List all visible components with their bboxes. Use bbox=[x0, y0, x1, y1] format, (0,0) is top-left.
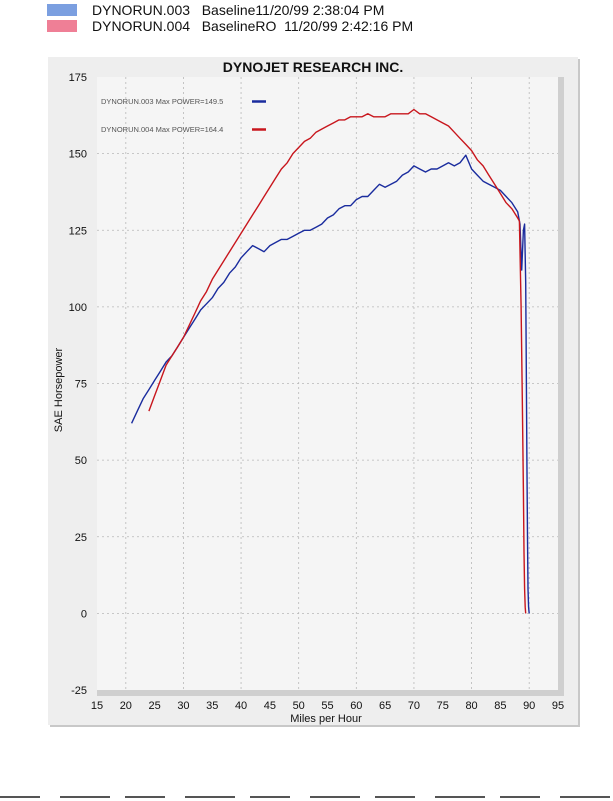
series-lines bbox=[130, 108, 530, 614]
y-tick-label: 125 bbox=[69, 225, 87, 237]
y-tick-label: 25 bbox=[75, 532, 87, 544]
x-axis-label: Miles per Hour bbox=[290, 713, 362, 725]
x-tick-label: 40 bbox=[235, 700, 247, 712]
x-tick-label: 75 bbox=[437, 700, 449, 712]
x-tick-label: 50 bbox=[293, 700, 305, 712]
axis-ticks: 15 20 25 30 35 40 45 50 55 60 65 70 75 80 85 90 95 -25 0 25… bbox=[69, 72, 564, 712]
legend-swatch-run-004 bbox=[47, 20, 77, 32]
x-tick-label: 45 bbox=[264, 700, 276, 712]
legend-text-run-003: DYNORUN.003 Baseline11/20/99 2:38:04 PM bbox=[92, 2, 385, 18]
y-tick-label: -25 bbox=[71, 685, 87, 697]
x-tick-label: 80 bbox=[465, 700, 477, 712]
y-tick-label: 0 bbox=[81, 608, 87, 620]
y-tick-label: 150 bbox=[69, 149, 87, 161]
series-legend-label: DYNORUN.003 Max POWER=149.5 bbox=[101, 97, 223, 106]
legend-swatch-run-003 bbox=[47, 4, 77, 16]
y-tick-label: 100 bbox=[69, 302, 87, 314]
page-bottom-rule bbox=[0, 796, 613, 798]
legend-text-run-004: DYNORUN.004 BaselineRO 11/20/99 2:42:16 … bbox=[92, 18, 414, 34]
x-tick-label: 70 bbox=[408, 700, 420, 712]
plot-area bbox=[97, 77, 564, 696]
x-tick-label: 30 bbox=[177, 700, 189, 712]
x-tick-label: 65 bbox=[379, 700, 391, 712]
x-tick-label: 85 bbox=[494, 700, 506, 712]
series-line-dynorun-003 bbox=[130, 154, 530, 614]
x-tick-label: 15 bbox=[91, 700, 103, 712]
y-tick-label: 75 bbox=[75, 379, 87, 391]
x-tick-label: 90 bbox=[523, 700, 535, 712]
y-axis-label: SAE Horsepower bbox=[53, 347, 65, 432]
x-tick-label: 35 bbox=[206, 700, 218, 712]
y-tick-label: 50 bbox=[75, 455, 87, 467]
grid-lines bbox=[97, 77, 558, 690]
y-tick-label: 175 bbox=[69, 72, 87, 84]
series-legend-label: DYNORUN.004 Max POWER=164.4 bbox=[101, 125, 223, 134]
chart-title: DYNOJET RESEARCH INC. bbox=[223, 59, 403, 75]
x-tick-label: 95 bbox=[552, 700, 564, 712]
x-tick-label: 60 bbox=[350, 700, 362, 712]
x-tick-label: 25 bbox=[149, 700, 161, 712]
x-tick-label: 20 bbox=[120, 700, 132, 712]
series-legend: DYNORUN.003 Max POWER=149.5 DYNORUN.004 M… bbox=[101, 97, 266, 134]
series-line-dynorun-004 bbox=[148, 108, 527, 614]
x-tick-label: 55 bbox=[321, 700, 333, 712]
